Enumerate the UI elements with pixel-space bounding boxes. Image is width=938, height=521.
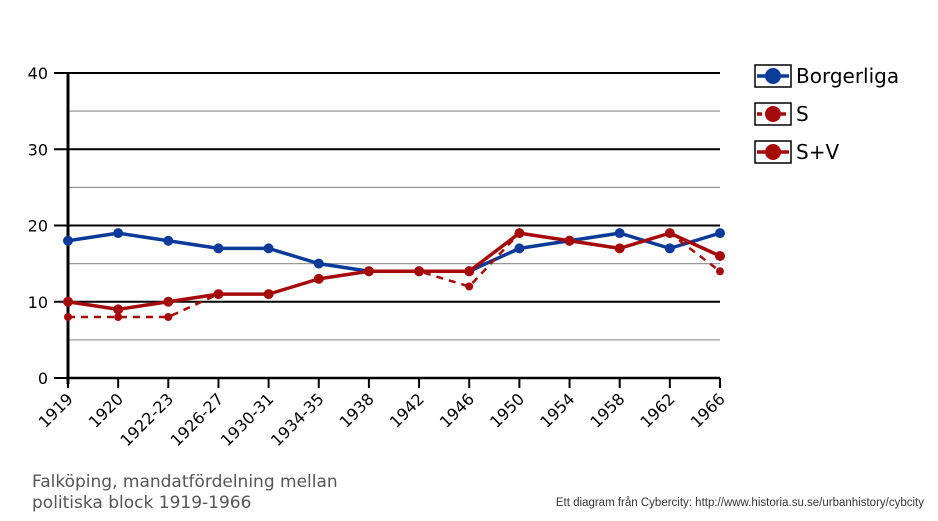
legend-label: S xyxy=(796,102,809,126)
legend-swatch-marker xyxy=(765,144,781,160)
x-tick-label: 1954 xyxy=(536,389,578,431)
legend-swatch-marker xyxy=(765,106,781,122)
data-point xyxy=(614,243,625,254)
data-point xyxy=(63,235,73,246)
series-borgerliga xyxy=(63,228,725,277)
y-tick-label: 10 xyxy=(28,293,48,312)
data-point xyxy=(114,313,123,321)
data-point xyxy=(263,289,274,300)
x-tick-label: 1938 xyxy=(336,389,378,431)
legend-item: S xyxy=(754,102,809,126)
data-point xyxy=(213,243,224,254)
data-point xyxy=(113,228,124,239)
data-point xyxy=(465,282,474,291)
data-point xyxy=(614,228,625,239)
x-tick-label: 1950 xyxy=(486,389,528,431)
legend-label: Borgerliga xyxy=(796,64,899,88)
x-tick-label: 1942 xyxy=(386,389,428,431)
legend-item: Borgerliga xyxy=(754,64,899,88)
data-point xyxy=(113,304,124,315)
x-tick-label: 1946 xyxy=(436,389,478,431)
data-point xyxy=(514,228,525,239)
x-tick-label: 1919 xyxy=(35,389,77,431)
y-tick-label: 30 xyxy=(28,140,48,159)
legend-label: S+V xyxy=(796,140,839,164)
data-point xyxy=(664,243,675,254)
data-point xyxy=(715,228,725,239)
data-point xyxy=(464,266,475,277)
data-point xyxy=(664,228,675,239)
data-point xyxy=(514,243,525,254)
legend: Borgerliga S S+V xyxy=(754,64,899,164)
x-tick-label: 1926-27 xyxy=(167,389,228,450)
chart-title: Falköping, mandatfördelning mellan polit… xyxy=(32,472,338,513)
x-tick-label: 1934-35 xyxy=(267,389,328,450)
series-group xyxy=(63,228,725,321)
axes xyxy=(66,73,720,384)
series-line xyxy=(67,231,721,312)
series-s-v xyxy=(63,228,725,315)
legend-swatch-marker xyxy=(765,68,781,84)
data-point xyxy=(313,258,324,269)
data-point xyxy=(64,313,72,321)
data-point xyxy=(414,266,425,277)
data-point xyxy=(164,313,173,321)
x-tick-label: 1922-23 xyxy=(116,389,177,450)
y-tick-label: 40 xyxy=(28,64,48,83)
x-tick-label: 1962 xyxy=(636,389,678,431)
data-point xyxy=(715,251,725,261)
series-s xyxy=(64,229,724,321)
x-tick-label: 1920 xyxy=(85,389,127,431)
y-axis-ticks: 0 10 20 30 40 xyxy=(28,64,68,388)
data-point xyxy=(263,243,274,254)
data-point xyxy=(213,289,224,300)
data-point xyxy=(313,273,324,284)
data-point xyxy=(564,235,575,246)
legend-item: S+V xyxy=(754,140,839,164)
data-point xyxy=(163,296,174,307)
x-tick-label: 1930-31 xyxy=(217,389,278,450)
y-tick-label: 0 xyxy=(38,369,48,388)
data-point xyxy=(163,235,174,246)
x-tick-label: 1966 xyxy=(687,389,729,431)
y-tick-label: 20 xyxy=(28,217,48,236)
data-point xyxy=(363,266,374,277)
data-point xyxy=(63,296,73,307)
credit-text: Ett diagram från Cybercity: http://www.h… xyxy=(555,497,924,509)
x-tick-label: 1958 xyxy=(586,389,628,431)
data-point xyxy=(716,267,724,276)
